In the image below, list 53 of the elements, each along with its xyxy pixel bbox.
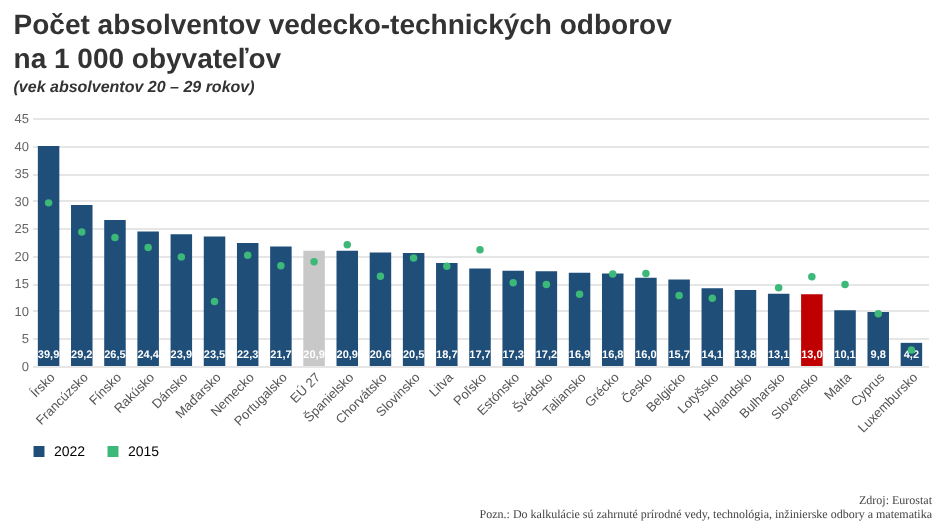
point: [243, 251, 252, 259]
bar: [236, 243, 259, 366]
point: [575, 290, 584, 299]
bar: [668, 279, 690, 366]
point: [509, 279, 517, 287]
bar: [801, 294, 823, 366]
point: [841, 280, 849, 289]
bar: [568, 272, 591, 366]
bar: [137, 231, 159, 366]
point: [111, 233, 119, 242]
point: [443, 262, 451, 270]
point: [642, 269, 650, 278]
bar: [601, 273, 624, 366]
point: [675, 291, 683, 300]
bar: [834, 310, 856, 366]
bar: [170, 234, 193, 366]
bar: [71, 205, 93, 366]
point: [808, 272, 816, 281]
point: [277, 261, 285, 270]
bar: [701, 288, 724, 366]
bar: [502, 270, 524, 366]
bar: [469, 268, 491, 366]
point: [542, 280, 551, 289]
point: [310, 258, 318, 266]
point: [144, 243, 152, 252]
bar: [867, 311, 889, 366]
point: [376, 272, 385, 280]
bar: [767, 293, 790, 366]
point: [476, 245, 484, 254]
bar: [336, 250, 359, 366]
bar: [535, 271, 558, 366]
point: [874, 309, 882, 318]
point: [78, 228, 86, 236]
bar: [203, 236, 226, 366]
chart-title: Počet absolventov vedecko-technických odborov na 1 000 obyvateľov: [13, 8, 673, 74]
point: [177, 253, 186, 261]
bar: [635, 277, 657, 366]
point: [343, 241, 351, 249]
bar: [369, 252, 392, 366]
bar: [436, 262, 458, 366]
point: [409, 254, 418, 262]
bar: [104, 219, 126, 366]
point: [708, 294, 717, 302]
chart-subtitle: (vek absolventov 20 – 29 rokov): [13, 78, 256, 96]
bar: [734, 289, 757, 366]
point: [774, 284, 783, 292]
bar: [37, 146, 60, 366]
bar: [402, 253, 425, 366]
point: [210, 297, 219, 306]
point: [44, 199, 53, 207]
bar: [270, 246, 292, 366]
point: [609, 270, 617, 278]
bar: [303, 250, 325, 366]
